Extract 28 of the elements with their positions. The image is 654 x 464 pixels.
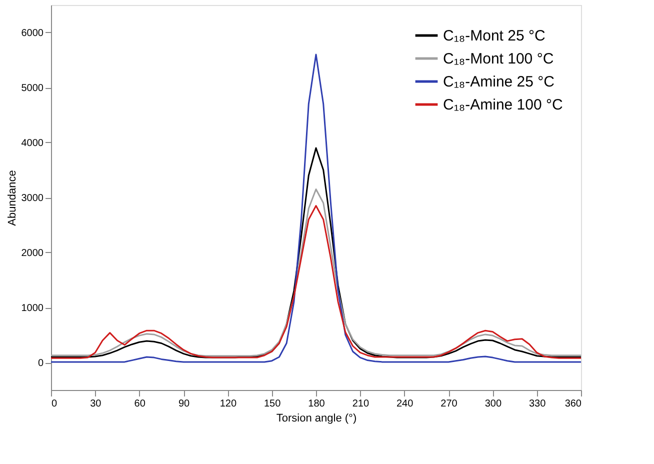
legend-label: C₁₈-Mont 25 °C — [443, 28, 546, 44]
x-tick-label: 30 — [90, 398, 102, 410]
x-tick-label: 210 — [352, 398, 370, 410]
x-tick-label: 90 — [178, 398, 190, 410]
x-tick-label: 360 — [564, 398, 582, 410]
x-tick-label: 150 — [264, 398, 282, 410]
y-tick-label: 2000 — [21, 248, 44, 259]
x-axis-title: Torsion angle (°) — [276, 412, 357, 424]
legend-label: C₁₈-Amine 25 °C — [443, 74, 555, 90]
legend-label: C₁₈-Mont 100 °C — [443, 50, 554, 68]
x-tick-label: 300 — [484, 398, 502, 410]
x-tick-label: 180 — [308, 398, 326, 410]
y-tick-label: 1000 — [21, 303, 44, 314]
x-tick-label: 270 — [440, 398, 458, 410]
x-tick-label: 0 — [52, 398, 58, 410]
x-tick-label: 120 — [220, 398, 237, 410]
x-tick-label: 240 — [396, 398, 414, 410]
y-tick-label: 6000 — [21, 28, 44, 39]
x-tick-label: 330 — [528, 398, 546, 410]
y-tick-label: 0 — [38, 358, 44, 369]
y-axis-title: Abundance — [6, 170, 18, 226]
line-series — [51, 54, 581, 363]
y-tick-label: 3000 — [21, 193, 44, 204]
line-series — [51, 147, 581, 358]
y-tick-label: 5000 — [21, 83, 44, 94]
x-tick-label: 60 — [134, 398, 146, 410]
legend-label: C₁₈-Amine 100 °C — [443, 96, 563, 114]
y-tick-label: 4000 — [21, 138, 44, 149]
